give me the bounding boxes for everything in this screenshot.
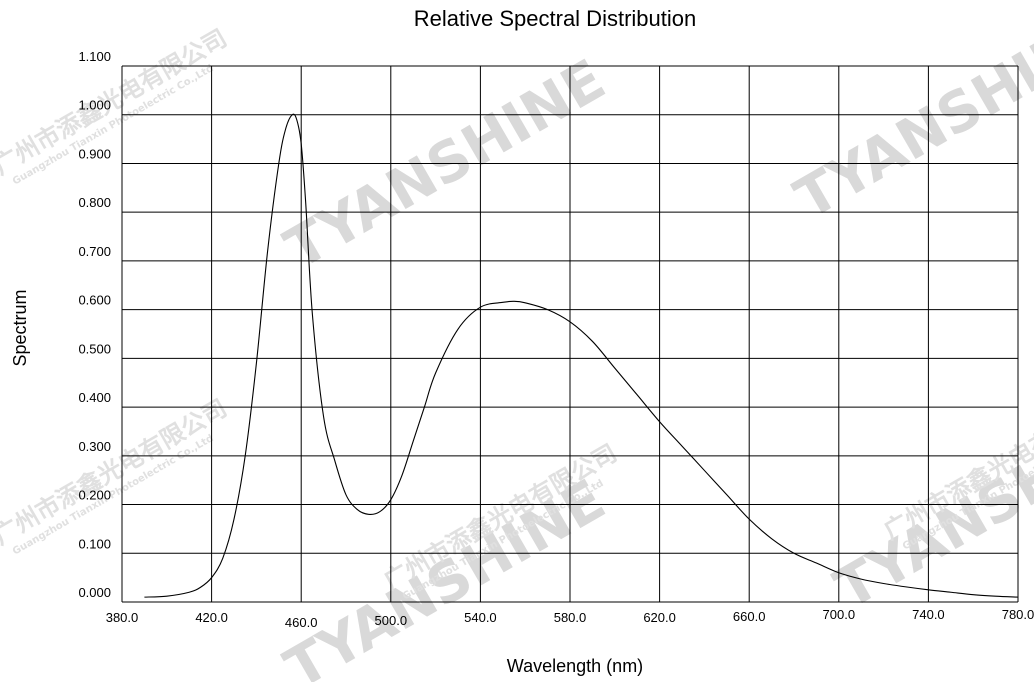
y-tick-label: 0.800 <box>78 195 111 210</box>
spectrum-line <box>144 113 1019 598</box>
x-tick-label: 580.0 <box>554 610 587 625</box>
y-tick-label: 0.000 <box>78 585 111 600</box>
x-axis-label: Wavelength (nm) <box>507 656 643 676</box>
x-tick-label: 540.0 <box>464 610 497 625</box>
x-tick-label: 700.0 <box>823 607 856 622</box>
grid-lines <box>121 65 1019 603</box>
chart-title: Relative Spectral Distribution <box>414 6 696 31</box>
x-tick-label: 780.0 <box>1002 607 1034 622</box>
watermark-company-cn: 广州市添鑫光电有限公司 <box>0 24 232 180</box>
x-tick-label: 420.0 <box>195 610 228 625</box>
y-tick-label: 0.500 <box>78 341 111 356</box>
watermark-brand: TYANSHINE <box>785 0 1034 232</box>
y-tick-label: 1.000 <box>78 98 111 113</box>
x-tick-labels: 380.0 420.0 460.0 500.0 540.0 580.0 620.0 660.0… <box>106 607 1034 630</box>
y-tick-label: 0.300 <box>78 439 111 454</box>
y-tick-label: 0.700 <box>78 244 111 259</box>
y-tick-label: 0.900 <box>78 146 111 161</box>
y-tick-label: 0.400 <box>78 390 111 405</box>
x-tick-label: 460.0 <box>285 615 318 630</box>
x-tick-label: 620.0 <box>643 610 676 625</box>
x-tick-label: 500.0 <box>375 613 408 628</box>
watermark-brand: TYANSHINE <box>275 47 616 282</box>
x-tick-label: 660.0 <box>733 609 766 624</box>
y-tick-label: 0.200 <box>78 488 111 503</box>
y-tick-label: 0.600 <box>78 293 111 308</box>
watermark-company-cn: 广州市添鑫光电有限公司 <box>0 394 232 550</box>
y-tick-label: 0.100 <box>78 536 111 551</box>
y-tick-labels: 0.000 0.100 0.200 0.300 0.400 0.500 0.600 0.700… <box>78 49 111 600</box>
y-axis-label: Spectrum <box>10 289 30 366</box>
series-layer <box>144 113 1019 598</box>
x-tick-label: 380.0 <box>106 610 139 625</box>
x-tick-label: 740.0 <box>912 607 945 622</box>
y-tick-label: 1.100 <box>78 49 111 64</box>
